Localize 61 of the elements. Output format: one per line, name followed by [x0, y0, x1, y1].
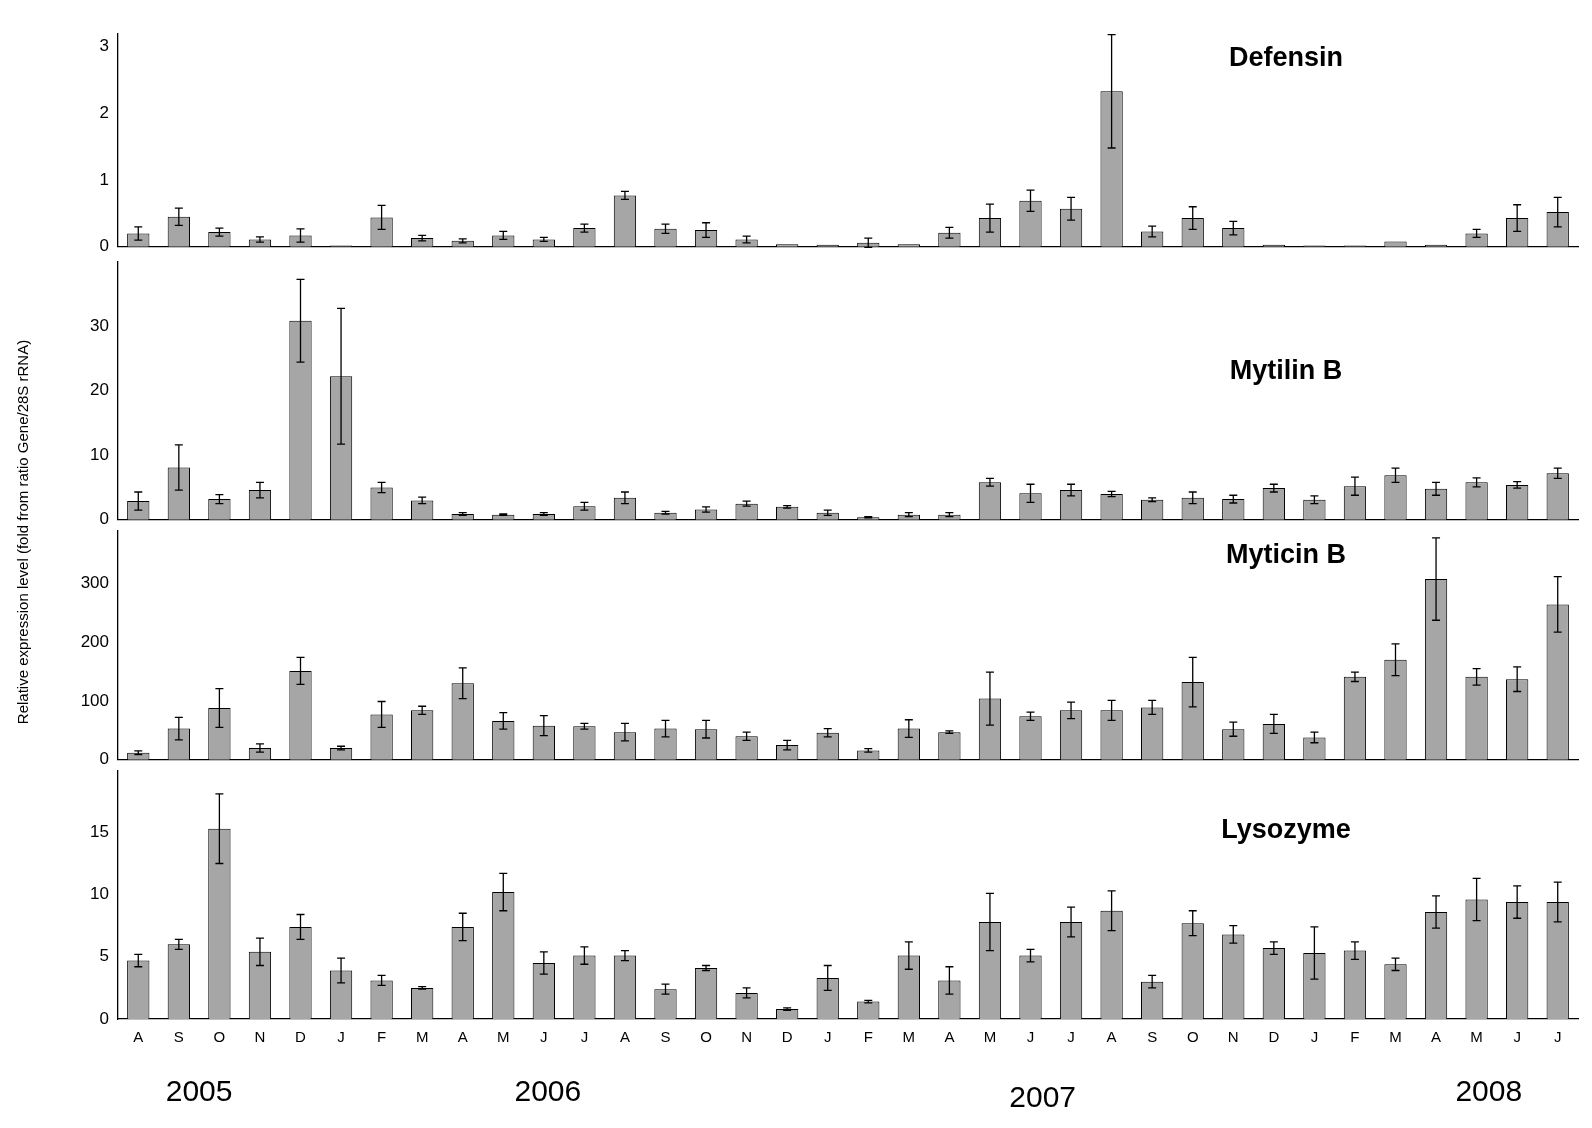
x-tick-label: J	[580, 1028, 589, 1046]
x-tick-label: S	[173, 1028, 184, 1046]
y-tick-label: 0	[99, 509, 109, 529]
y-tick-label: 100	[80, 690, 109, 710]
x-tick-label: A	[944, 1028, 955, 1046]
y-tick-label: 5	[99, 946, 109, 966]
text: 2008	[1455, 1074, 1523, 1108]
x-tick-label: J	[337, 1028, 345, 1046]
x-tick-label: M	[902, 1028, 916, 1046]
x-tick-label: S	[1147, 1028, 1158, 1046]
y-tick-label: 30	[90, 315, 109, 335]
x-tick-label: J	[1067, 1028, 1075, 1046]
x-tick-label: A	[133, 1028, 144, 1046]
x-tick-label: J	[1513, 1028, 1521, 1046]
x-tick-label: O	[1186, 1028, 1199, 1046]
y-tick-label: 200	[80, 631, 109, 651]
x-tick-label: M	[1389, 1028, 1402, 1046]
x-tick-label: J	[1553, 1028, 1562, 1046]
chart-title: Myticin B	[1225, 538, 1347, 569]
y-tick-label: 300	[80, 572, 109, 592]
y-tick-label: 0	[99, 749, 109, 769]
y-tick-label: 15	[90, 822, 109, 842]
y-tick-label: 20	[90, 380, 109, 400]
x-tick-label: J	[540, 1028, 548, 1046]
x-tick-label: D	[1268, 1028, 1280, 1046]
x-tick-label: A	[1106, 1028, 1117, 1046]
y-tick-label: 10	[90, 884, 109, 904]
x-tick-label: F	[377, 1028, 387, 1046]
x-tick-label: A	[457, 1028, 468, 1046]
chart-title: Defensin	[1228, 41, 1344, 72]
x-tick-label: O	[213, 1028, 226, 1046]
x-tick-label: J	[1310, 1028, 1319, 1046]
text: 2005	[165, 1074, 233, 1108]
x-tick-label: D	[295, 1028, 307, 1046]
x-tick-label: N	[1227, 1028, 1239, 1046]
text: Lysozyme	[1221, 813, 1351, 844]
x-tick-label: F	[1350, 1028, 1360, 1046]
text: 2007	[1009, 1080, 1077, 1114]
x-tick-label: D	[781, 1028, 793, 1046]
x-tick-label: M	[1470, 1028, 1483, 1046]
x-tick-label: M	[497, 1028, 510, 1046]
y-axis-title: Relative expression level (fold from ratio Gene/28S rRNA)	[13, 339, 31, 725]
y-tick-label: 10	[90, 444, 109, 464]
x-tick-label: N	[741, 1028, 753, 1046]
y-tick-label: 0	[99, 1008, 109, 1028]
text: Mytilin B	[1229, 354, 1343, 385]
x-tick-label: O	[700, 1028, 712, 1046]
y-tick-label: 0	[99, 236, 109, 256]
y-tick-label: 3	[99, 36, 109, 56]
x-tick-label: N	[254, 1028, 266, 1046]
x-tick-label: M	[415, 1028, 429, 1046]
y-tick-label: 2	[99, 102, 109, 122]
x-tick-label: F	[863, 1028, 873, 1046]
x-tick-label: J	[1026, 1028, 1035, 1046]
y-tick-label: 1	[99, 169, 109, 189]
text: 2006	[514, 1074, 582, 1108]
x-tick-label: J	[823, 1028, 832, 1046]
x-tick-label: A	[1431, 1028, 1442, 1046]
x-tick-label: M	[983, 1028, 997, 1046]
x-tick-label: A	[619, 1028, 630, 1046]
x-tick-label: S	[660, 1028, 671, 1046]
